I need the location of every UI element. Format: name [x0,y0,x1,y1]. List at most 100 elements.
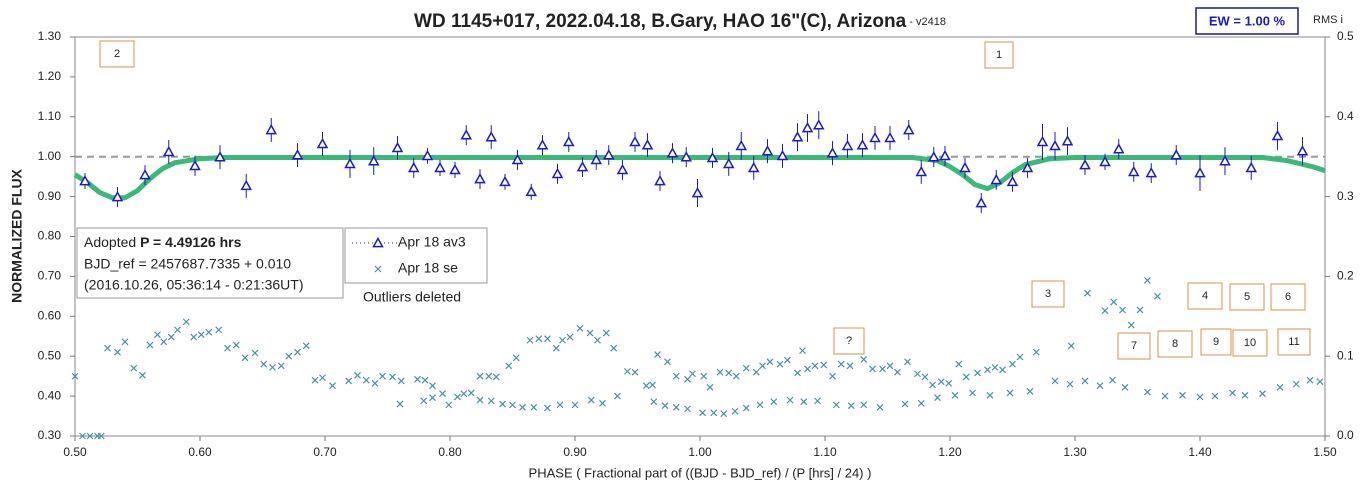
y-tick-label: 0.40 [38,388,62,402]
data-point [1096,382,1104,390]
data-point [927,151,940,162]
data-point [799,347,806,355]
data-point [876,403,884,411]
annotation-label: 3 [1045,288,1051,300]
data-point [265,123,278,135]
data-point [162,145,175,157]
data-point [934,394,941,402]
data-point [1066,380,1074,388]
data-point [654,351,661,359]
data-point [1084,289,1091,297]
x-tick-label: 1.50 [1313,445,1337,459]
data-point [224,344,231,352]
data-point [735,139,748,151]
data-point [214,151,226,162]
data-point [624,367,631,375]
data-point [691,186,704,198]
annotation-label: 10 [1244,337,1256,349]
data-point [742,404,750,412]
data-point [742,364,750,372]
data-point [766,358,774,366]
data-point [396,400,404,408]
data-point [232,341,240,349]
data-point [689,370,696,378]
legend-marker [374,265,382,273]
data-point [812,119,825,130]
annotation-box [833,327,865,355]
data-point [990,173,1003,185]
data-point [474,172,486,184]
data-point [587,396,595,404]
data-point [1259,390,1266,398]
data-point [454,393,461,401]
data-point [937,378,945,386]
y2-tick-label: 0.3 [1337,189,1354,203]
data-point [786,396,794,404]
x-tick-label: 0.60 [188,445,212,459]
data-point [770,398,778,406]
data-point [962,373,970,381]
data-point [1196,393,1204,401]
y-tick-label: 0.50 [38,348,62,362]
data-point [784,356,791,364]
x-tick-label: 1.00 [688,445,712,459]
data-point [1136,306,1144,314]
y2-tick-label: 0.1 [1337,348,1354,362]
data-point [79,432,86,440]
data-point [846,362,854,370]
data-point [146,341,154,349]
data-point [1016,353,1024,361]
data-point [291,149,304,160]
data-point [439,390,446,398]
data-point [915,165,928,177]
data-point [664,358,671,366]
data-point [800,398,808,406]
data-point [610,344,618,352]
data-point [251,349,259,357]
data-point [1036,135,1049,147]
data-point [311,376,319,384]
y-tick-label: 0.80 [38,229,62,243]
data-point [1079,159,1091,170]
data-point [511,153,524,165]
data-point [294,348,301,356]
data-point [945,379,953,387]
data-point [1051,377,1059,385]
data-point [929,381,936,389]
annotation-box [1187,282,1223,310]
data-point [182,318,190,326]
data-point [319,374,326,382]
data-point [594,336,601,344]
annotation-label: 6 [1285,291,1291,303]
data-point [684,375,691,383]
legend-label: Apr 18 se [398,260,458,276]
data-point [1296,145,1309,156]
title-version: - v2418 [906,16,946,28]
x-tick-label: 0.70 [313,445,337,459]
data-point [921,373,929,381]
data-point [160,338,168,346]
legend-label: Apr 18 av3 [398,234,466,250]
data-point [939,149,951,161]
data-point [130,364,138,372]
data-point [487,397,495,405]
data-point [794,369,801,377]
y-tick-label: 0.60 [38,308,62,322]
data-point [1009,360,1016,368]
data-point [215,326,223,334]
y-tick-label: 1.10 [38,109,62,123]
data-point [884,131,896,143]
data-point [1194,167,1206,178]
data-point [97,432,105,440]
annotation-box [99,40,135,68]
info-period-value: P = 4.49126 hrs [140,234,242,250]
data-point [460,129,473,140]
data-point [917,399,925,407]
data-point [1099,155,1111,167]
annotation-label: 5 [1244,291,1250,303]
data-point [879,365,886,373]
data-point [397,377,405,385]
data-point [509,401,516,409]
y-tick-label: 1.30 [38,29,62,43]
x-tick-label: 0.80 [438,445,462,459]
